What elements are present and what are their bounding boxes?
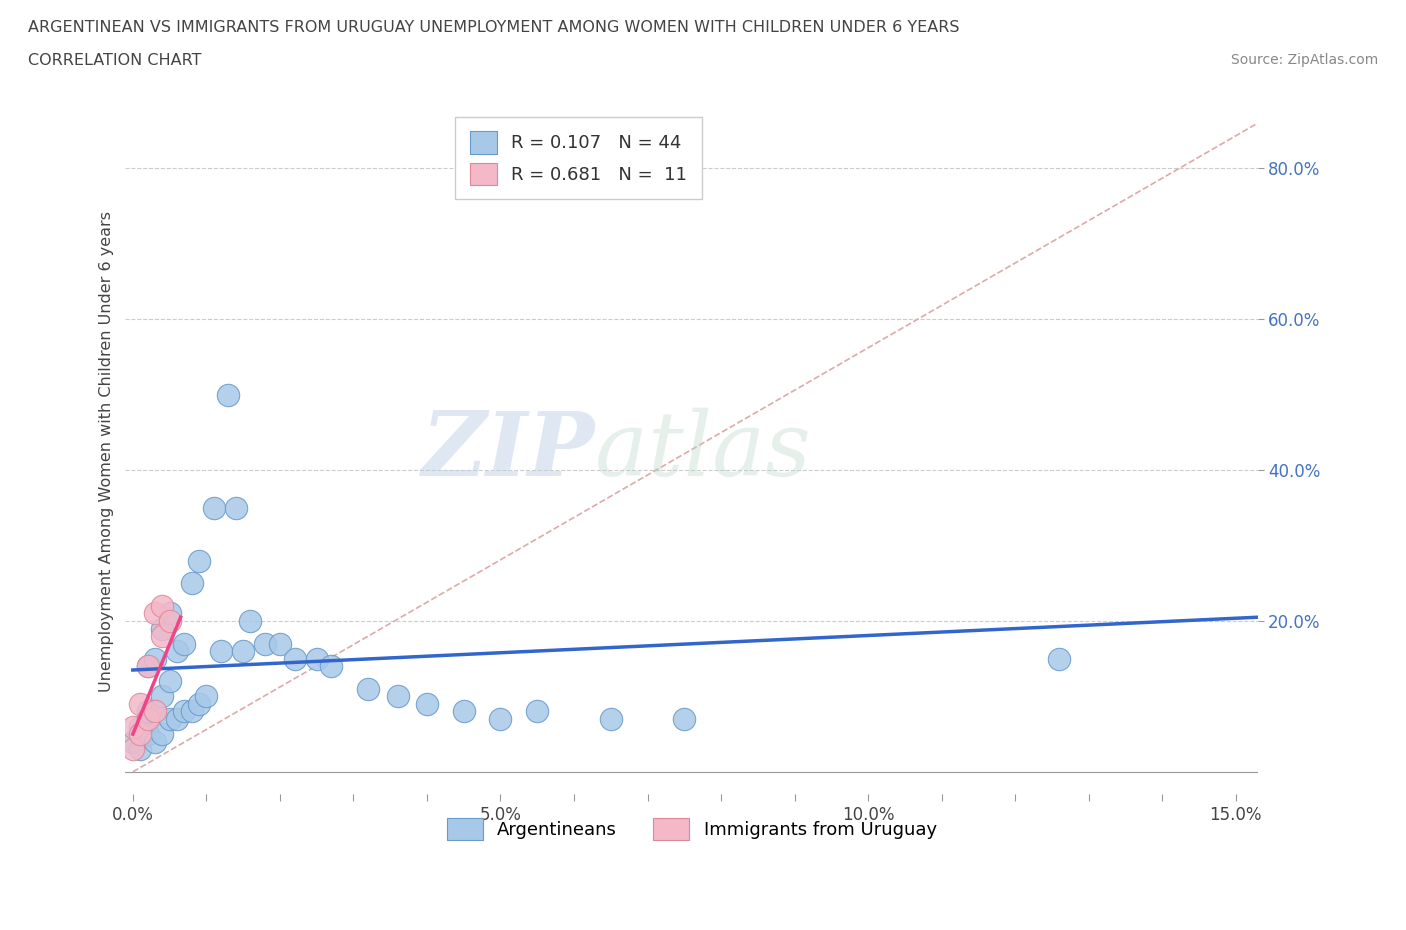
Point — [159, 614, 181, 629]
Point — [129, 742, 152, 757]
Point — [526, 704, 548, 719]
Point — [673, 711, 696, 726]
Point — [129, 726, 152, 741]
Point — [321, 658, 343, 673]
Point — [180, 576, 202, 591]
Text: ZIP: ZIP — [422, 408, 595, 495]
Point — [150, 689, 173, 704]
Point — [121, 719, 143, 734]
Point — [159, 711, 181, 726]
Point — [254, 636, 277, 651]
Point — [1047, 651, 1070, 666]
Point — [166, 711, 188, 726]
Point — [387, 689, 409, 704]
Point — [143, 651, 166, 666]
Point — [209, 644, 232, 658]
Text: atlas: atlas — [595, 408, 811, 495]
Point — [136, 711, 159, 726]
Point — [489, 711, 512, 726]
Point — [173, 704, 195, 719]
Point — [232, 644, 254, 658]
Point — [121, 742, 143, 757]
Point — [121, 734, 143, 749]
Point — [166, 644, 188, 658]
Point — [136, 726, 159, 741]
Point — [188, 553, 211, 568]
Point — [136, 658, 159, 673]
Text: CORRELATION CHART: CORRELATION CHART — [28, 53, 201, 68]
Text: ARGENTINEAN VS IMMIGRANTS FROM URUGUAY UNEMPLOYMENT AMONG WOMEN WITH CHILDREN UN: ARGENTINEAN VS IMMIGRANTS FROM URUGUAY U… — [28, 20, 960, 35]
Point — [143, 704, 166, 719]
Point — [202, 500, 225, 515]
Point — [357, 682, 380, 697]
Point — [159, 674, 181, 689]
Point — [225, 500, 247, 515]
Text: Source: ZipAtlas.com: Source: ZipAtlas.com — [1230, 53, 1378, 67]
Point — [453, 704, 475, 719]
Legend: Argentineans, Immigrants from Uruguay: Argentineans, Immigrants from Uruguay — [439, 811, 943, 847]
Point — [150, 621, 173, 636]
Point — [180, 704, 202, 719]
Point — [159, 606, 181, 621]
Y-axis label: Unemployment Among Women with Children Under 6 years: Unemployment Among Women with Children U… — [100, 211, 114, 692]
Point — [269, 636, 291, 651]
Point — [188, 697, 211, 711]
Point — [143, 734, 166, 749]
Point — [599, 711, 621, 726]
Point — [284, 651, 307, 666]
Point — [239, 614, 262, 629]
Point — [143, 704, 166, 719]
Point — [136, 658, 159, 673]
Point — [136, 704, 159, 719]
Point — [416, 697, 439, 711]
Point — [217, 387, 239, 402]
Point — [173, 636, 195, 651]
Point — [143, 606, 166, 621]
Point — [129, 697, 152, 711]
Point — [150, 598, 173, 613]
Point — [129, 719, 152, 734]
Point — [150, 629, 173, 644]
Point — [150, 726, 173, 741]
Point — [305, 651, 328, 666]
Point — [195, 689, 218, 704]
